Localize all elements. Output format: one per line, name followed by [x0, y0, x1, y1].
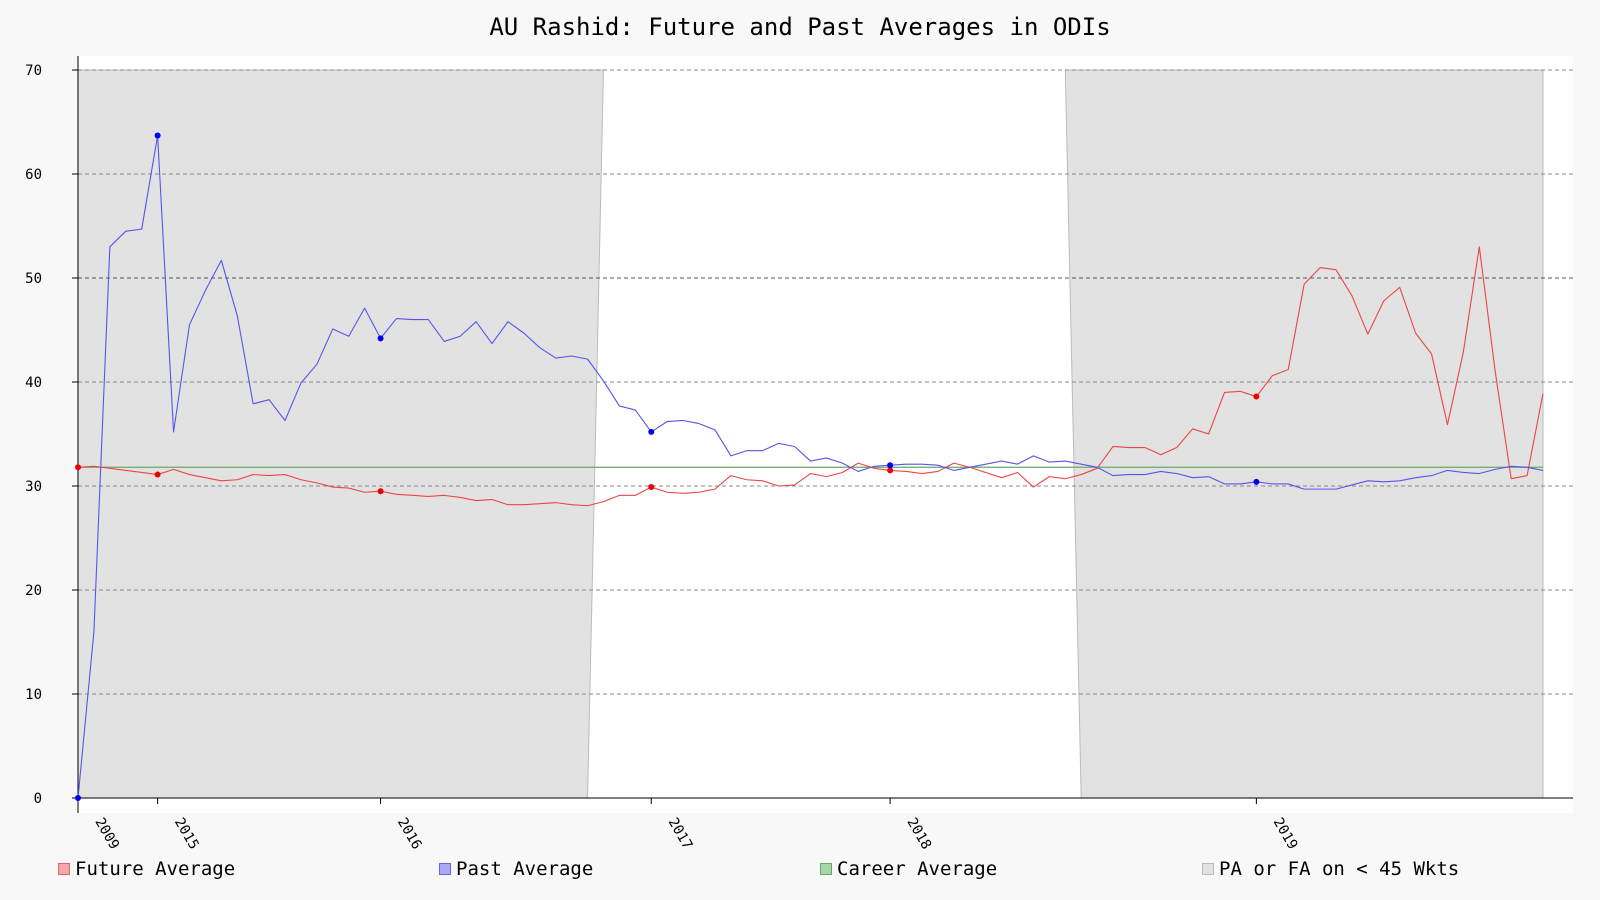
past-marker-19 [377, 335, 384, 342]
career-swatch [820, 863, 832, 875]
future-marker-51 [887, 467, 894, 474]
y-tick-labels: 0 10 20 30 40 50 60 70 [25, 63, 42, 807]
chart-title: AU Rashid: Future and Past Averages in O… [489, 13, 1110, 41]
y-tick-label-50: 50 [25, 271, 42, 287]
past-swatch [439, 863, 451, 875]
future-swatch [58, 863, 70, 875]
legend-item-future[interactable]: Future Average [58, 858, 235, 880]
shade-region-0 [77, 69, 605, 799]
past-marker-51 [887, 462, 894, 469]
past-marker-74 [1253, 478, 1260, 485]
y-tick-label-0: 0 [34, 791, 42, 807]
future-marker-0 [75, 464, 81, 471]
legend-item-career[interactable]: Career Average [820, 858, 997, 880]
low-wicket-shading [77, 69, 1544, 799]
y-tick-label-20: 20 [25, 583, 42, 599]
legend-label-career: Career Average [837, 858, 998, 880]
axes [77, 56, 1573, 813]
past-marker-0 [75, 795, 81, 801]
legend-label-shade: PA or FA on < 45 Wkts [1219, 858, 1460, 880]
future-marker-36 [648, 484, 655, 491]
series-lines [77, 134, 1544, 799]
y-tick-label-10: 10 [25, 687, 42, 703]
legend-label-past: Past Average [456, 858, 594, 880]
y-tick-label-70: 70 [25, 63, 42, 79]
y-tick-label-40: 40 [25, 375, 42, 391]
y-tick-label-30: 30 [25, 479, 42, 495]
x-tick-label-2015: 2015 [171, 815, 202, 852]
shade-region-1 [1064, 69, 1544, 799]
x-tick-label-2009: 2009 [91, 815, 122, 852]
future-average-line [77, 246, 1544, 507]
grid-lines [72, 69, 1573, 799]
y-tick-label-60: 60 [25, 167, 42, 183]
chart-legend: Future Average Past Average Career Avera… [0, 858, 1600, 888]
past-marker-5 [154, 132, 161, 139]
legend-item-past[interactable]: Past Average [439, 858, 593, 880]
future-marker-19 [377, 488, 384, 495]
x-tick-label-2017: 2017 [665, 815, 696, 852]
past-marker-36 [648, 428, 655, 435]
x-tick-label-2016: 2016 [394, 815, 425, 852]
legend-label-future: Future Average [75, 858, 236, 880]
series-markers [75, 132, 1260, 801]
future-marker-74 [1253, 393, 1260, 400]
legend-item-shade[interactable]: PA or FA on < 45 Wkts [1202, 858, 1459, 880]
x-tick-label-2018: 2018 [903, 815, 934, 852]
shade-swatch [1202, 863, 1214, 875]
future-marker-5 [154, 471, 161, 478]
x-tick-label-2019: 2019 [1270, 815, 1301, 852]
past-average-line [77, 134, 1544, 799]
